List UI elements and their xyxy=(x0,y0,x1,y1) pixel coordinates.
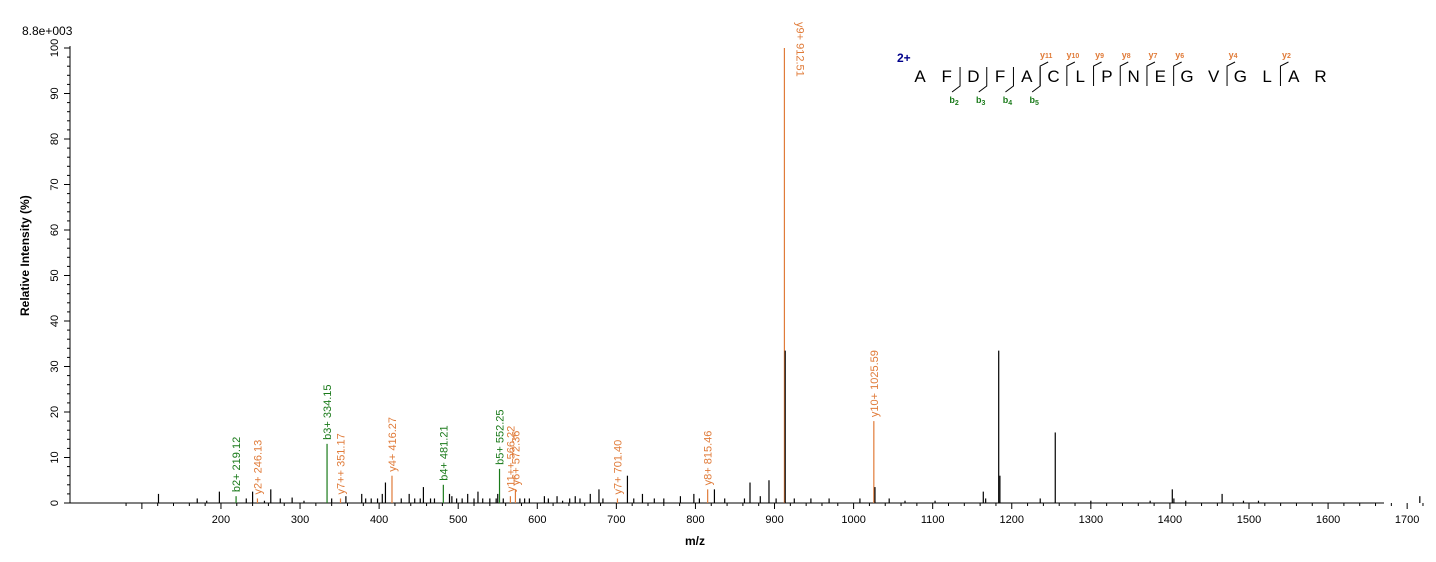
x-tick-label: 300 xyxy=(291,514,309,526)
b-ion-label: b3 xyxy=(976,95,986,107)
y-ion-marker xyxy=(1093,61,1102,86)
peaks-layer xyxy=(157,48,1421,503)
x-tick-label: 1600 xyxy=(1316,514,1340,526)
peak-label: y4+ 416.27 xyxy=(387,417,399,472)
b-ion-marker xyxy=(1031,67,1041,93)
x-tick-label: 800 xyxy=(686,514,704,526)
y-tick-label: 100 xyxy=(49,39,61,57)
y-ion-marker xyxy=(1119,61,1129,86)
sequence-residue: P xyxy=(1101,67,1112,86)
y-tick-label: 80 xyxy=(49,133,61,145)
y-ion-marker xyxy=(1039,61,1049,86)
sequence-residue: A xyxy=(914,67,926,86)
b-ion-label: b5 xyxy=(1029,95,1039,107)
y-tick-label: 0 xyxy=(49,500,61,506)
y-ion-marker xyxy=(1173,61,1182,86)
peak-label: y11++ 566.22 xyxy=(505,426,517,492)
y-tick-label: 30 xyxy=(49,360,61,372)
x-tick-label: 500 xyxy=(449,514,467,526)
y-tick-label: 60 xyxy=(49,224,61,236)
sequence-residue: E xyxy=(1155,67,1166,86)
y-ion-label: y10 xyxy=(1066,50,1079,60)
b-ion-marker xyxy=(951,67,961,93)
x-tick-label: 900 xyxy=(765,514,783,526)
y-tick-label: 40 xyxy=(49,315,61,327)
y-ion-label: y4 xyxy=(1229,50,1238,60)
sequence-residue: F xyxy=(942,67,952,86)
y-ion-label: y8 xyxy=(1122,50,1131,60)
x-tick-label: 1200 xyxy=(1000,514,1024,526)
y-ion-marker xyxy=(1146,61,1156,86)
peak-label: b5+ 552.25 xyxy=(495,410,507,465)
x-tick-label: 1700 xyxy=(1395,514,1419,526)
y-ion-label: y11 xyxy=(1040,50,1053,60)
x-axis-label: m/z xyxy=(685,534,705,548)
x-tick-label: 400 xyxy=(370,514,388,526)
b-ion-label: b4 xyxy=(1003,95,1013,107)
peak-label: y10+ 1025.59 xyxy=(869,350,881,417)
precursor-charge: 2+ xyxy=(897,51,911,65)
x-tick-label: 600 xyxy=(528,514,546,526)
x-tick-label: 1300 xyxy=(1079,514,1103,526)
x-tick-label: 1000 xyxy=(841,514,865,526)
sequence-residue: D xyxy=(967,67,979,86)
sequence-residue: A xyxy=(1021,67,1033,86)
b-ion-marker xyxy=(978,67,988,93)
x-tick-label: 1100 xyxy=(921,514,945,526)
peak-label: y9+ 912.51 xyxy=(793,22,805,77)
y-ion-marker xyxy=(1226,61,1236,86)
y-ion-label: y9 xyxy=(1095,50,1104,60)
b-ion-marker xyxy=(1005,67,1014,93)
y-tick-label: 20 xyxy=(49,406,61,418)
x-tick-label: 1400 xyxy=(1158,514,1182,526)
sequence-residue: N xyxy=(1127,67,1139,86)
sequence-residue: L xyxy=(1075,67,1084,86)
peak-label: y7++ 351.17 xyxy=(336,433,348,494)
y-tick-label: 90 xyxy=(49,87,61,99)
x-tick-label: 700 xyxy=(607,514,625,526)
sequence-residue: G xyxy=(1180,67,1193,86)
sequence-residue: A xyxy=(1288,67,1300,86)
peak-label: y2+ 246.13 xyxy=(252,440,264,495)
y-ion-marker xyxy=(1066,61,1076,86)
sequence-residue: V xyxy=(1208,67,1220,86)
sequence-residue: F xyxy=(995,67,1005,86)
peak-label: b2+ 219.12 xyxy=(231,437,243,492)
b-ion-label: b2 xyxy=(949,95,959,107)
sequence-residue: L xyxy=(1262,67,1271,86)
y-ion-label: y7 xyxy=(1148,50,1157,60)
y-ion-label: y6 xyxy=(1175,50,1184,60)
peak-label: b4+ 481.21 xyxy=(438,425,450,480)
sequence-residue: C xyxy=(1047,67,1059,86)
sequence-residue: R xyxy=(1314,67,1326,86)
peak-label: y8+ 815.46 xyxy=(703,431,715,486)
axes-layer: 200 300 400 500 600 700 800 900 1000 1100 1200 1300… xyxy=(49,39,1424,526)
y-tick-label: 10 xyxy=(49,451,61,463)
y-ion-marker xyxy=(1279,61,1289,86)
x-tick-label: 1500 xyxy=(1237,514,1261,526)
x-tick-label: 200 xyxy=(212,514,230,526)
y-tick-label: 70 xyxy=(49,178,61,190)
peak-label: y6+ 572.36 xyxy=(510,431,522,486)
y-ion-label: y2 xyxy=(1282,50,1291,60)
intensity-scale-label: 8.8e+003 xyxy=(22,24,73,38)
y-axis-label: Relative Intensity (%) xyxy=(18,195,32,316)
sequence-residue: G xyxy=(1234,67,1247,86)
y-tick-label: 50 xyxy=(49,269,61,281)
peak-label: b3+ 334.15 xyxy=(322,384,334,439)
peak-label: y7+ 701.40 xyxy=(612,440,624,495)
